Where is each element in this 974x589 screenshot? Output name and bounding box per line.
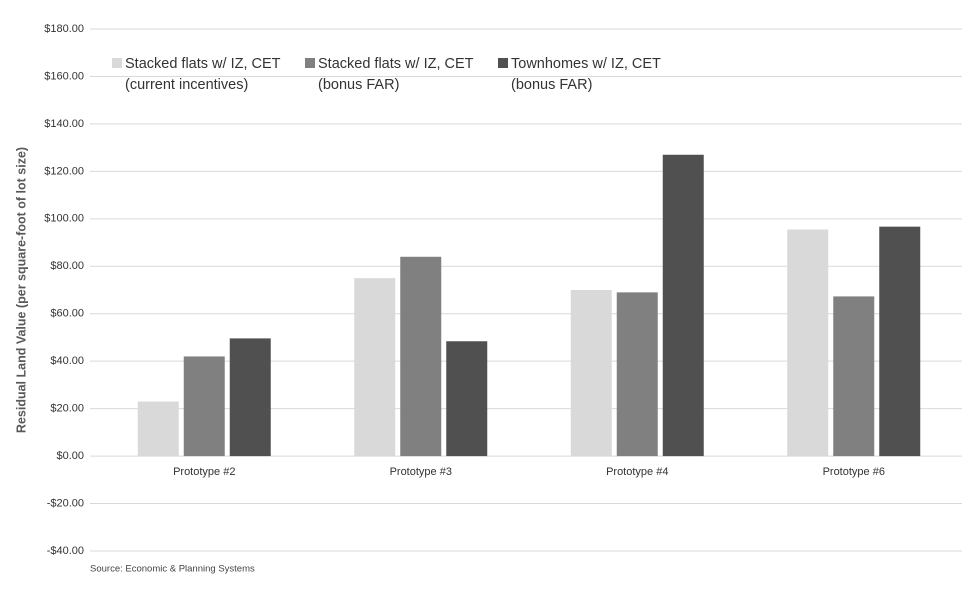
y-tick-label: -$20.00: [47, 497, 84, 509]
legend-label: Townhomes w/ IZ, CET (bonus FAR): [511, 56, 661, 93]
y-tick-label: $20.00: [50, 403, 84, 415]
y-tick-label: $80.00: [50, 260, 84, 272]
bar: [616, 292, 658, 457]
y-tick-label: $160.00: [44, 70, 84, 82]
bar: [787, 229, 829, 457]
bar: [354, 278, 396, 457]
bar: [183, 356, 225, 457]
legend-entry: Townhomes w/ IZ, CET (bonus FAR): [498, 54, 691, 96]
x-tick-label: Prototype #3: [390, 466, 452, 478]
legend-entry: Stacked flats w/ IZ, CET (current incent…: [112, 54, 305, 96]
source-note: Source: Economic & Planning Systems: [90, 564, 255, 575]
x-tick-label: Prototype #2: [173, 466, 235, 478]
y-axis-label: Residual Land Value (per square-foot of …: [14, 147, 28, 433]
bar: [879, 226, 921, 457]
bar: [570, 290, 612, 457]
y-tick-label: $140.00: [44, 118, 84, 130]
bar: [662, 154, 704, 457]
bar: [833, 296, 875, 457]
legend-swatch: [498, 58, 508, 68]
legend-label: Stacked flats w/ IZ, CET (bonus FAR): [318, 56, 474, 93]
legend-entry: Stacked flats w/ IZ, CET (bonus FAR): [305, 54, 498, 96]
legend-swatch: [305, 58, 315, 68]
bar: [400, 256, 442, 457]
legend-label: Stacked flats w/ IZ, CET (current incent…: [125, 56, 281, 93]
y-tick-label: $100.00: [44, 213, 84, 225]
y-tick-label: $180.00: [44, 23, 84, 35]
legend-swatch: [112, 58, 122, 68]
y-tick-label: $0.00: [56, 450, 84, 462]
y-tick-label: $60.00: [50, 308, 84, 320]
bar: [446, 341, 488, 457]
bar: [137, 401, 179, 457]
x-tick-label: Prototype #6: [823, 466, 885, 478]
legend: Stacked flats w/ IZ, CET (current incent…: [112, 54, 691, 96]
y-tick-label: $120.00: [44, 165, 84, 177]
y-tick-label: -$40.00: [47, 545, 84, 557]
y-tick-label: $40.00: [50, 355, 84, 367]
bar: [229, 338, 271, 457]
x-tick-label: Prototype #4: [606, 466, 668, 478]
